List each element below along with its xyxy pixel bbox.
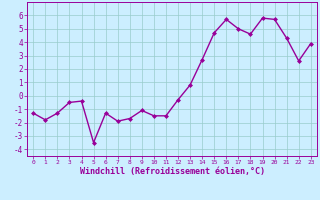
X-axis label: Windchill (Refroidissement éolien,°C): Windchill (Refroidissement éolien,°C) — [79, 167, 265, 176]
